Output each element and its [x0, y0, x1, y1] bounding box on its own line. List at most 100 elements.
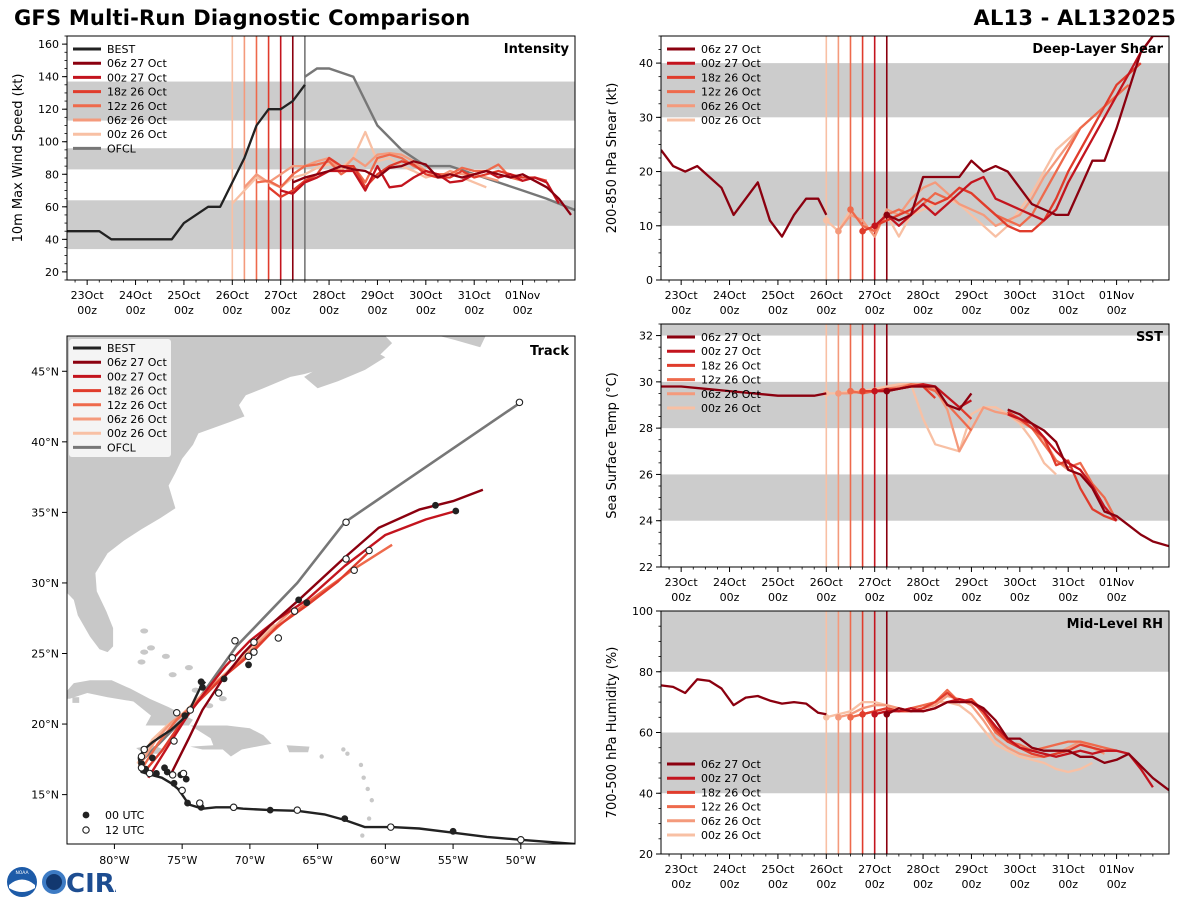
threshold-band — [661, 63, 1169, 118]
y-tick-label: 30 — [639, 111, 653, 124]
x-tick-label: 28Oct — [907, 289, 941, 302]
marker-legend: 00 UTC 12 UTC — [71, 804, 151, 838]
series-line — [873, 36, 1154, 227]
panel-title: Mid-Level RH — [1067, 617, 1163, 632]
land-bahamas-island — [184, 665, 193, 671]
series-best — [661, 149, 828, 238]
x-tick-label: 26Oct — [810, 576, 844, 589]
threshold-band — [661, 611, 1169, 672]
track-marker-12utc — [290, 607, 299, 615]
x-tick-label: 01Nov — [1099, 576, 1135, 589]
storm-id-title: AL13 - AL132025 — [973, 6, 1176, 30]
plot-area — [661, 324, 1169, 567]
land-antilles-island — [319, 754, 324, 759]
lat-tick-label: 25°N — [31, 648, 59, 661]
x-tick-label: 24Oct — [119, 289, 153, 302]
land-bahamas-island — [161, 653, 170, 659]
x-tick-label: 00z — [816, 878, 836, 891]
land-newfoundland — [439, 336, 486, 348]
panel-shear: 0 10 20 30 40 23Oct 00z 24Oct 00z 25Oct 00z 26Oct 00… — [605, 35, 1170, 317]
land-cuba — [67, 680, 193, 726]
x-tick-label: 26Oct — [810, 289, 844, 302]
series-start-marker — [823, 217, 830, 224]
track-marker-00utc — [303, 599, 311, 607]
series-line — [886, 385, 1169, 548]
x-tick-label: 00z — [768, 878, 788, 891]
track-marker-00utc — [182, 775, 190, 783]
y-tick-label: 32 — [639, 330, 653, 343]
x-tick-label: 25Oct — [167, 289, 201, 302]
x-tick-label: 00z — [1058, 878, 1078, 891]
series-line — [886, 36, 1169, 222]
x-tick-label: 23Oct — [71, 289, 105, 302]
x-tick-label: 30Oct — [1003, 576, 1037, 589]
legend-label: 18z 26 Oct — [701, 359, 761, 372]
panel-track: 80°W 75°W 70°W 65°W 60°W 55°W 50°W 15°N 20°N 25°N… — [31, 335, 576, 867]
x-tick-label: 27Oct — [264, 289, 298, 302]
x-tick-label: 31Oct — [458, 289, 492, 302]
x-tick-label: 26Oct — [810, 863, 844, 876]
x-tick-label: 00z — [1058, 591, 1078, 604]
series-start-marker — [847, 714, 854, 721]
x-tick-label: 00z — [671, 304, 691, 317]
x-tick-label: 30Oct — [409, 289, 443, 302]
x-tick-label: 00z — [720, 591, 740, 604]
legend-label: 00z 27 Oct — [107, 370, 167, 383]
lon-tick-label: 50°W — [506, 854, 536, 867]
x-tick-label: 00z — [720, 878, 740, 891]
plot-content — [661, 611, 1169, 854]
land-antilles-island — [365, 786, 370, 792]
map-frame — [66, 335, 576, 845]
legend-label: 06z 27 Oct — [107, 356, 167, 369]
x-tick-label: 25Oct — [761, 576, 795, 589]
x-tick-label: 00z — [416, 304, 436, 317]
legend-label: 06z 26 Oct — [701, 100, 761, 113]
track-marker-00utc — [197, 678, 205, 686]
series-start-marker — [835, 714, 842, 721]
legend-label: 06z 26 Oct — [107, 114, 167, 127]
land-bahamas-island — [140, 628, 149, 634]
track-marker-00utc — [432, 501, 439, 509]
track-marker-12utc — [137, 764, 146, 772]
x-tick-label: 29Oct — [955, 289, 989, 302]
legend-label: BEST — [107, 342, 135, 355]
land-bahamas-island — [218, 696, 227, 702]
lat-tick-label: 30°N — [31, 577, 59, 590]
track-marker-12utc — [172, 709, 181, 717]
legend-label: 00z 27 Oct — [701, 345, 761, 358]
x-tick-label: 00z — [913, 591, 933, 604]
noaa-label: NOAA — [15, 870, 29, 876]
track-marker-00utc — [245, 661, 252, 669]
x-tick-label: 28Oct — [907, 863, 941, 876]
figure-title: GFS Multi-Run Diagnostic Comparison — [14, 6, 471, 30]
x-tick-label: 29Oct — [361, 289, 395, 302]
x-tick-label: 00z — [464, 304, 484, 317]
legend-label: 12z 26 Oct — [701, 86, 761, 99]
y-tick-label: 60 — [45, 201, 59, 214]
track-marker-12utc — [229, 803, 238, 812]
y-tick-label: 140 — [38, 71, 59, 84]
legend-label: 00z 27 Oct — [701, 772, 761, 785]
track-marker-12utc — [515, 398, 524, 407]
track-marker-00utc — [148, 754, 156, 762]
track-marker-00utc — [153, 770, 160, 777]
track-marker-12utc — [365, 546, 373, 555]
track-marker-00utc — [452, 507, 460, 515]
track-marker-12utc — [274, 634, 283, 642]
y-axis-label: 700-500 hPa Humidity (%) — [605, 647, 620, 819]
series-start-marker — [883, 387, 891, 395]
x-tick-label: 00z — [1010, 591, 1030, 604]
noaa-logo-icon: NOAA — [7, 867, 37, 897]
panel-title: Deep-Layer Shear — [1032, 42, 1163, 57]
track-marker-12utc — [250, 648, 258, 656]
track-marker-12utc — [145, 769, 154, 778]
x-tick-label: 31Oct — [1052, 289, 1086, 302]
track-marker-00utc — [181, 712, 189, 719]
x-tick-label: 23Oct — [665, 863, 699, 876]
y-tick-label: 20 — [639, 166, 653, 179]
x-tick-label: 00z — [513, 304, 533, 317]
threshold-band — [661, 381, 1169, 429]
